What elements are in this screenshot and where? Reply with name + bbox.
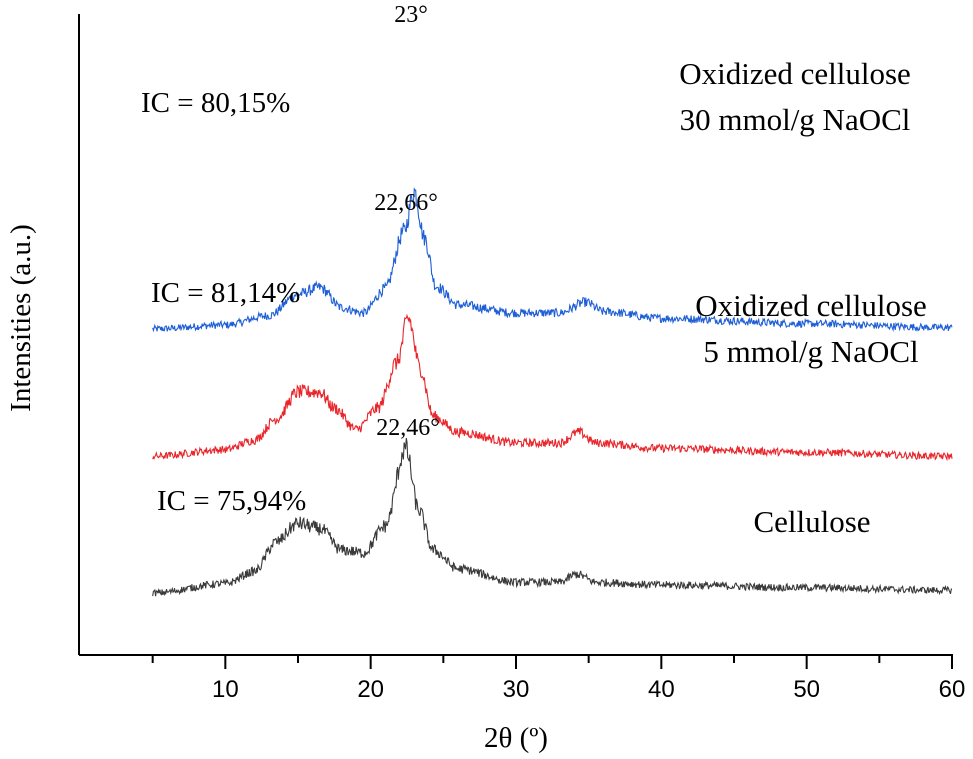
x-tick-label: 20 — [357, 676, 384, 703]
x-tick-label: 10 — [212, 676, 239, 703]
series-line — [152, 313, 953, 462]
ic-label: IC = 80,15% — [141, 87, 290, 119]
annotation-layer: IC = 80,15% 23° Oxidized cellulose 30 mmol/… — [141, 2, 927, 539]
peak-label: 22,66° — [374, 190, 438, 216]
series-label: Cellulose — [753, 504, 870, 539]
x-tick-label: 50 — [793, 676, 820, 703]
x-tick-label: 30 — [503, 676, 530, 703]
x-axis-title: 2θ (º) — [484, 722, 548, 754]
y-axis-title: Intensities (a.u.) — [5, 224, 37, 412]
series-label: Oxidized cellulose — [695, 288, 927, 323]
x-ticks: 10 20 30 40 50 60 — [151, 655, 966, 703]
peak-label: 23° — [394, 2, 428, 28]
series-label: 5 mmol/g NaOCl — [703, 334, 918, 369]
series-label: 30 mmol/g NaOCl — [680, 102, 911, 137]
ic-label: IC = 75,94% — [157, 485, 306, 517]
series-label: Oxidized cellulose — [679, 56, 911, 91]
x-tick-label: 60 — [939, 676, 966, 703]
series-layer — [152, 187, 953, 597]
peak-label: 22,46° — [376, 415, 440, 441]
x-tick-label: 40 — [648, 676, 675, 703]
series-line — [152, 438, 952, 597]
series-line — [152, 187, 953, 333]
ic-label: IC = 81,14% — [151, 277, 300, 309]
